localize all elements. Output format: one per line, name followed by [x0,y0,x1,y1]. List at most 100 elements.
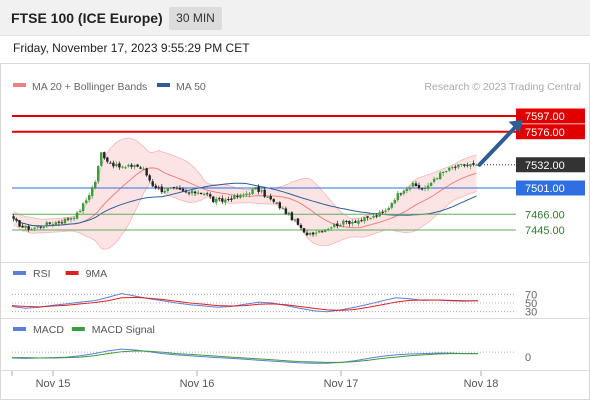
candle-body [190,190,194,194]
candle-body [333,224,336,227]
candle-body [342,220,345,225]
candle-body [157,187,160,189]
watermark: Research © 2023 Trading Central [424,81,581,93]
resistance-tag [516,124,585,140]
candle-body [360,220,363,222]
candle-body [372,215,375,218]
macd-legend-label: MACD [33,324,64,336]
candle-body [314,232,318,234]
x-tick-label: Nov 15 [36,378,71,390]
candle-body [411,182,415,187]
candle-body [230,198,233,200]
candle-body [163,191,167,193]
candle-body [393,199,396,204]
candle-body [36,226,39,228]
candle-body [112,162,115,167]
candle-body [248,193,251,195]
x-tick-label: Nov 18 [464,378,499,390]
candle-body [263,189,266,197]
resistance-label: 7576.00 [525,127,565,139]
candle-body [390,203,393,208]
macd-legend-label: MACD Signal [92,324,155,336]
candle-body [463,164,466,166]
candle-body [148,175,151,181]
chart-header: FTSE 100 (ICE Europe) 30 MIN [0,0,590,36]
candle-body [287,212,291,215]
candle-body [15,219,18,221]
candle-body [460,163,463,165]
candle-body [420,188,424,190]
resistance-label: 7597.00 [525,111,565,123]
candle-body [224,199,227,203]
price-tag-label: 7532.00 [525,160,565,172]
rsi-series-line [11,296,478,311]
timestamp: Friday, November 17, 2023 9:55:29 PM CET [13,41,250,55]
candle-body [454,166,457,168]
candle-body [399,193,403,195]
candle-body [33,227,36,229]
candle-body [57,221,61,223]
pivot-tag [516,180,585,196]
candle-body [87,195,91,200]
legend-label: MA 50 [176,81,206,93]
candle-body [127,164,130,167]
rsi-legend-swatch [13,271,26,275]
candle-body [369,218,372,220]
candle-body [212,196,215,203]
x-tick-label: Nov 16 [180,378,215,390]
candle-body [94,181,97,188]
candle-body [18,220,21,227]
candle-body [90,187,94,196]
candle-body [387,208,390,210]
rsi-series-line [11,292,479,313]
macd-series-line [12,350,478,363]
candle-body [257,186,260,192]
candle-body [97,166,100,182]
candle-body [330,227,333,229]
rsi-legend-swatch [65,271,79,275]
candle-body [260,190,263,192]
candle-body [354,221,357,223]
candle-body [290,212,294,221]
candle-body [245,193,248,196]
candle-body [339,224,342,227]
candle-body [363,217,366,222]
candle-body [66,218,70,220]
instrument-title: FTSE 100 (ICE Europe) [11,10,163,26]
macd-legend-swatch [13,327,26,331]
projection-arrowhead [508,119,523,133]
candle-body [302,228,306,233]
candle-body [100,152,103,166]
candle-body [133,165,136,168]
candle-body [414,183,418,187]
candle-body [438,172,442,180]
candle-body [169,187,173,189]
macd-series-line [11,348,478,364]
candle-body [103,152,106,159]
candle-body [202,193,206,196]
rsi-tick-label: 70 [525,289,537,301]
candle-body [429,182,433,187]
candle-body [378,212,381,217]
candle-body [275,202,278,204]
candle-body [63,218,67,224]
candle-body [272,199,275,202]
bollinger-upper-line [13,137,477,220]
candle-body [435,178,439,180]
candle-body [227,199,230,201]
candle-body [118,163,121,168]
candle-body [375,215,378,217]
candle-body [348,220,351,224]
candle-body [405,189,409,191]
price-tag [516,157,585,173]
candle-body [236,196,239,198]
candle-body [327,228,330,230]
timeframe-badge[interactable]: 30 MIN [169,7,222,30]
candle-body [48,222,52,224]
candle-body [124,167,127,169]
support-label: 7466.00 [525,209,565,221]
rsi-tick-label: 50 [525,298,537,310]
candle-body [323,229,327,233]
candle-body [218,198,221,200]
